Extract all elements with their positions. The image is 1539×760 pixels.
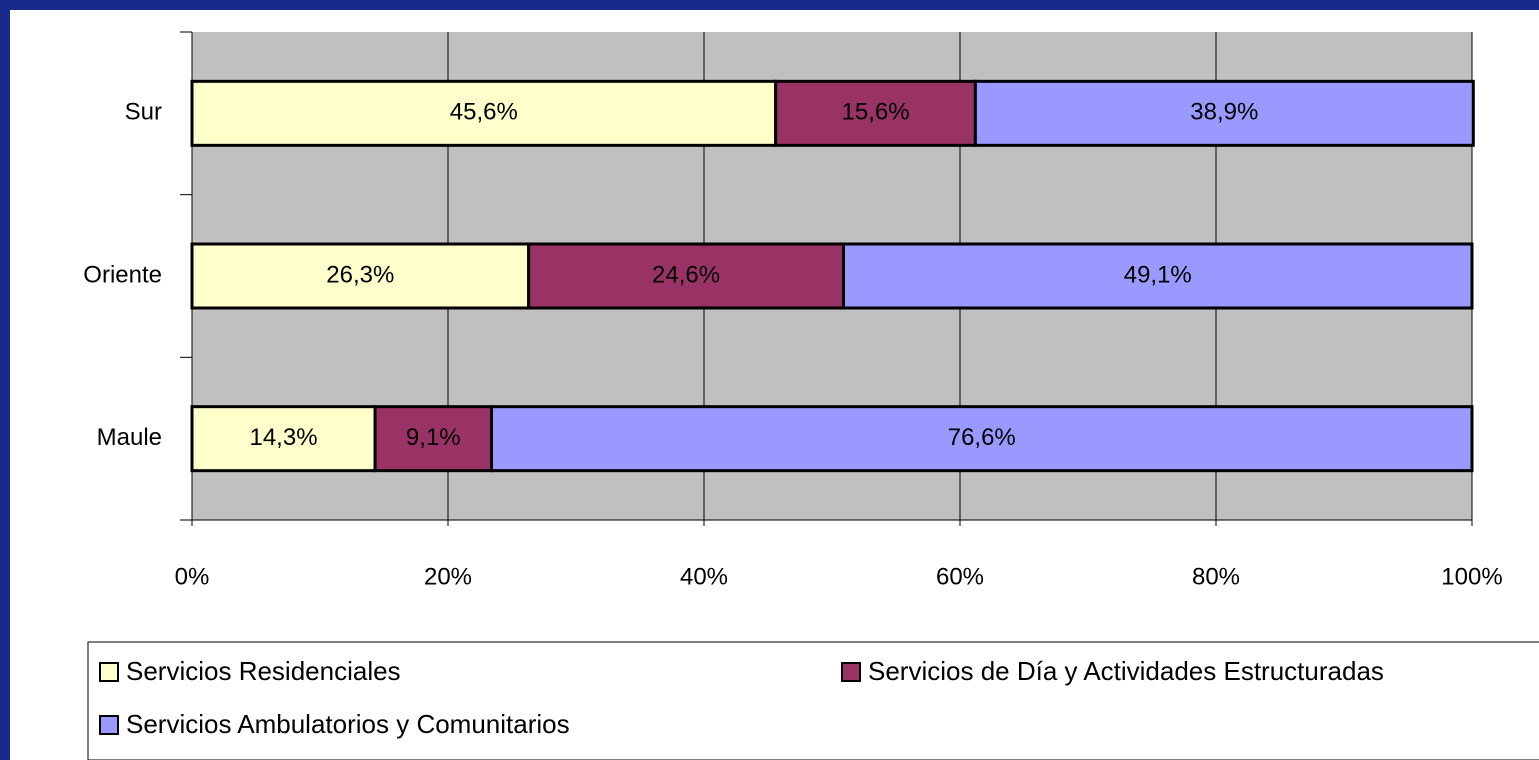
x-tick-label: 0% (175, 563, 210, 590)
bar-segment (973, 79, 1475, 147)
legend-swatch (841, 662, 861, 682)
x-tick-label: 80% (1192, 563, 1240, 590)
data-label: 26,3% (326, 261, 394, 288)
data-label: 9,1% (406, 424, 461, 451)
y-tick-label: Oriente (83, 261, 162, 288)
data-label: 76,6% (948, 424, 1016, 451)
legend-label: Servicios de Día y Actividades Estructur… (868, 656, 1384, 686)
bar-segment (490, 405, 1474, 473)
data-label: 14,3% (249, 424, 317, 451)
y-tick-label: Sur (125, 99, 162, 126)
bar-segment (527, 242, 846, 310)
y-tick-label: Maule (97, 424, 162, 451)
bar-segment (774, 79, 977, 147)
data-label: 45,6% (450, 99, 518, 126)
data-label: 24,6% (652, 261, 720, 288)
x-tick-label: 40% (680, 563, 728, 590)
data-label: 15,6% (841, 99, 909, 126)
x-tick-label: 60% (936, 563, 984, 590)
bar-segment (190, 79, 778, 147)
legend-swatch (99, 715, 119, 735)
bar-segment (842, 242, 1474, 310)
bar-segment (190, 242, 531, 310)
data-label: 38,9% (1190, 99, 1258, 126)
legend-box (87, 641, 1539, 760)
data-label: 49,1% (1124, 261, 1192, 288)
x-tick-label: 20% (424, 563, 472, 590)
legend-label: Servicios Ambulatorios y Comunitarios (126, 709, 570, 739)
x-tick-label: 100% (1441, 563, 1502, 590)
bar-segment (373, 405, 494, 473)
legend-label: Servicios Residenciales (126, 656, 401, 686)
legend-swatch (99, 662, 119, 682)
